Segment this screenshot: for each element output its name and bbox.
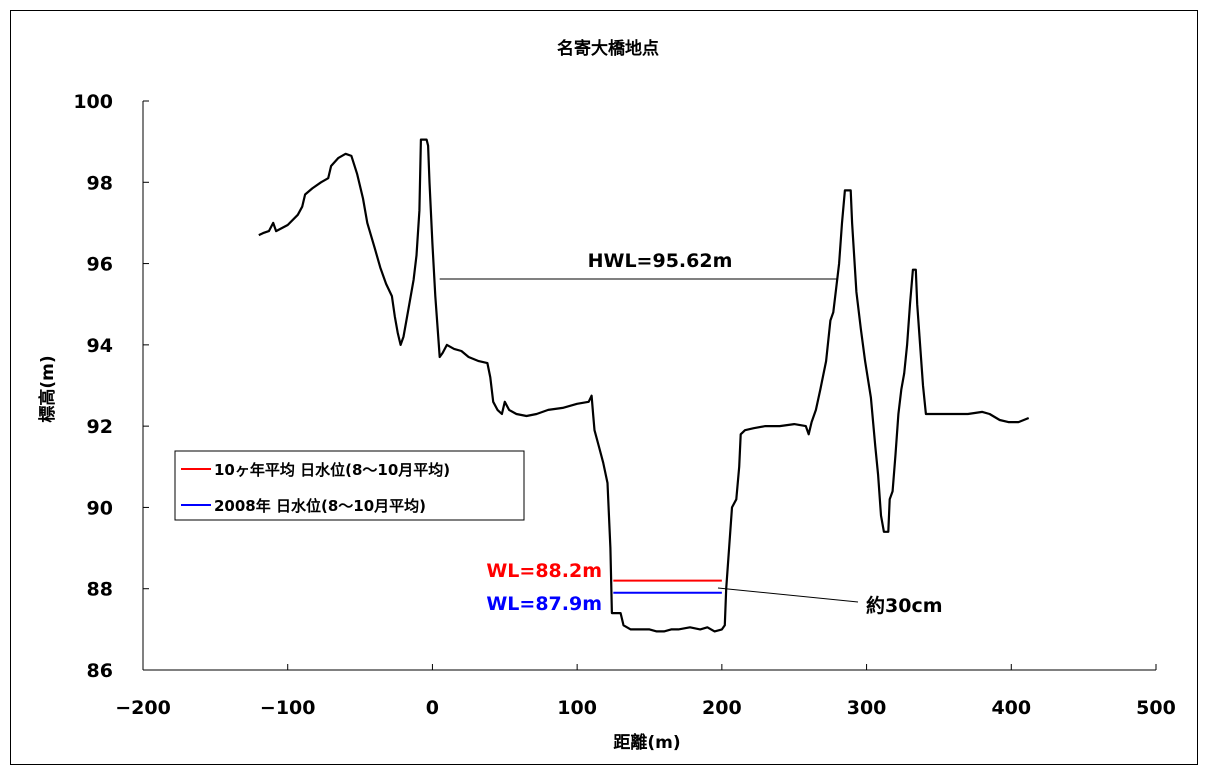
y-tick-label: 98: [87, 172, 113, 194]
y-tick-label: 86: [87, 660, 113, 682]
cross-section-line: [258, 138, 1030, 633]
axes: [142, 100, 1157, 671]
y-tick-label: 90: [87, 497, 113, 519]
wl-red-label: WL=88.2m: [486, 560, 602, 582]
legend-label-10yr: 10ヶ年平均 日水位(8～10月平均): [214, 461, 450, 479]
y-tick-label: 92: [87, 416, 113, 438]
tick-labels: 86 88 90 92 94 96 98 100 −200 −100 0 100 200 300 400 50…: [73, 91, 1176, 719]
x-tick-label: −100: [260, 697, 316, 719]
y-tick-label: 88: [87, 579, 113, 601]
plot-area: [258, 138, 1030, 633]
hwl-label: HWL=95.62m: [588, 250, 733, 272]
x-tick-label: −200: [115, 697, 171, 719]
x-tick-label: 500: [1136, 697, 1176, 719]
x-tick-label: 0: [426, 697, 439, 719]
legend-label-2008: 2008年 日水位(8～10月平均): [214, 497, 426, 515]
x-tick-label: 300: [847, 697, 887, 719]
y-tick-label: 96: [87, 254, 113, 276]
chart-title: 名寄大橋地点: [557, 38, 659, 59]
diff-leader-line: [717, 587, 859, 603]
x-tick-label: 400: [991, 697, 1031, 719]
y-tick-label: 100: [73, 91, 113, 113]
x-axis-label: 距離(m): [613, 732, 680, 753]
x-tick-label: 200: [702, 697, 742, 719]
legend-box: [174, 450, 525, 521]
wl-blue-label: WL=87.9m: [486, 593, 602, 615]
legend: 10ヶ年平均 日水位(8～10月平均) 2008年 日水位(8～10月平均): [174, 450, 525, 521]
diff-label: 約30cm: [866, 594, 943, 617]
y-axis-label: 標高(m): [37, 355, 58, 422]
y-tick-label: 94: [87, 335, 113, 357]
chart-frame: [10, 10, 1198, 765]
x-tick-label: 100: [557, 697, 597, 719]
